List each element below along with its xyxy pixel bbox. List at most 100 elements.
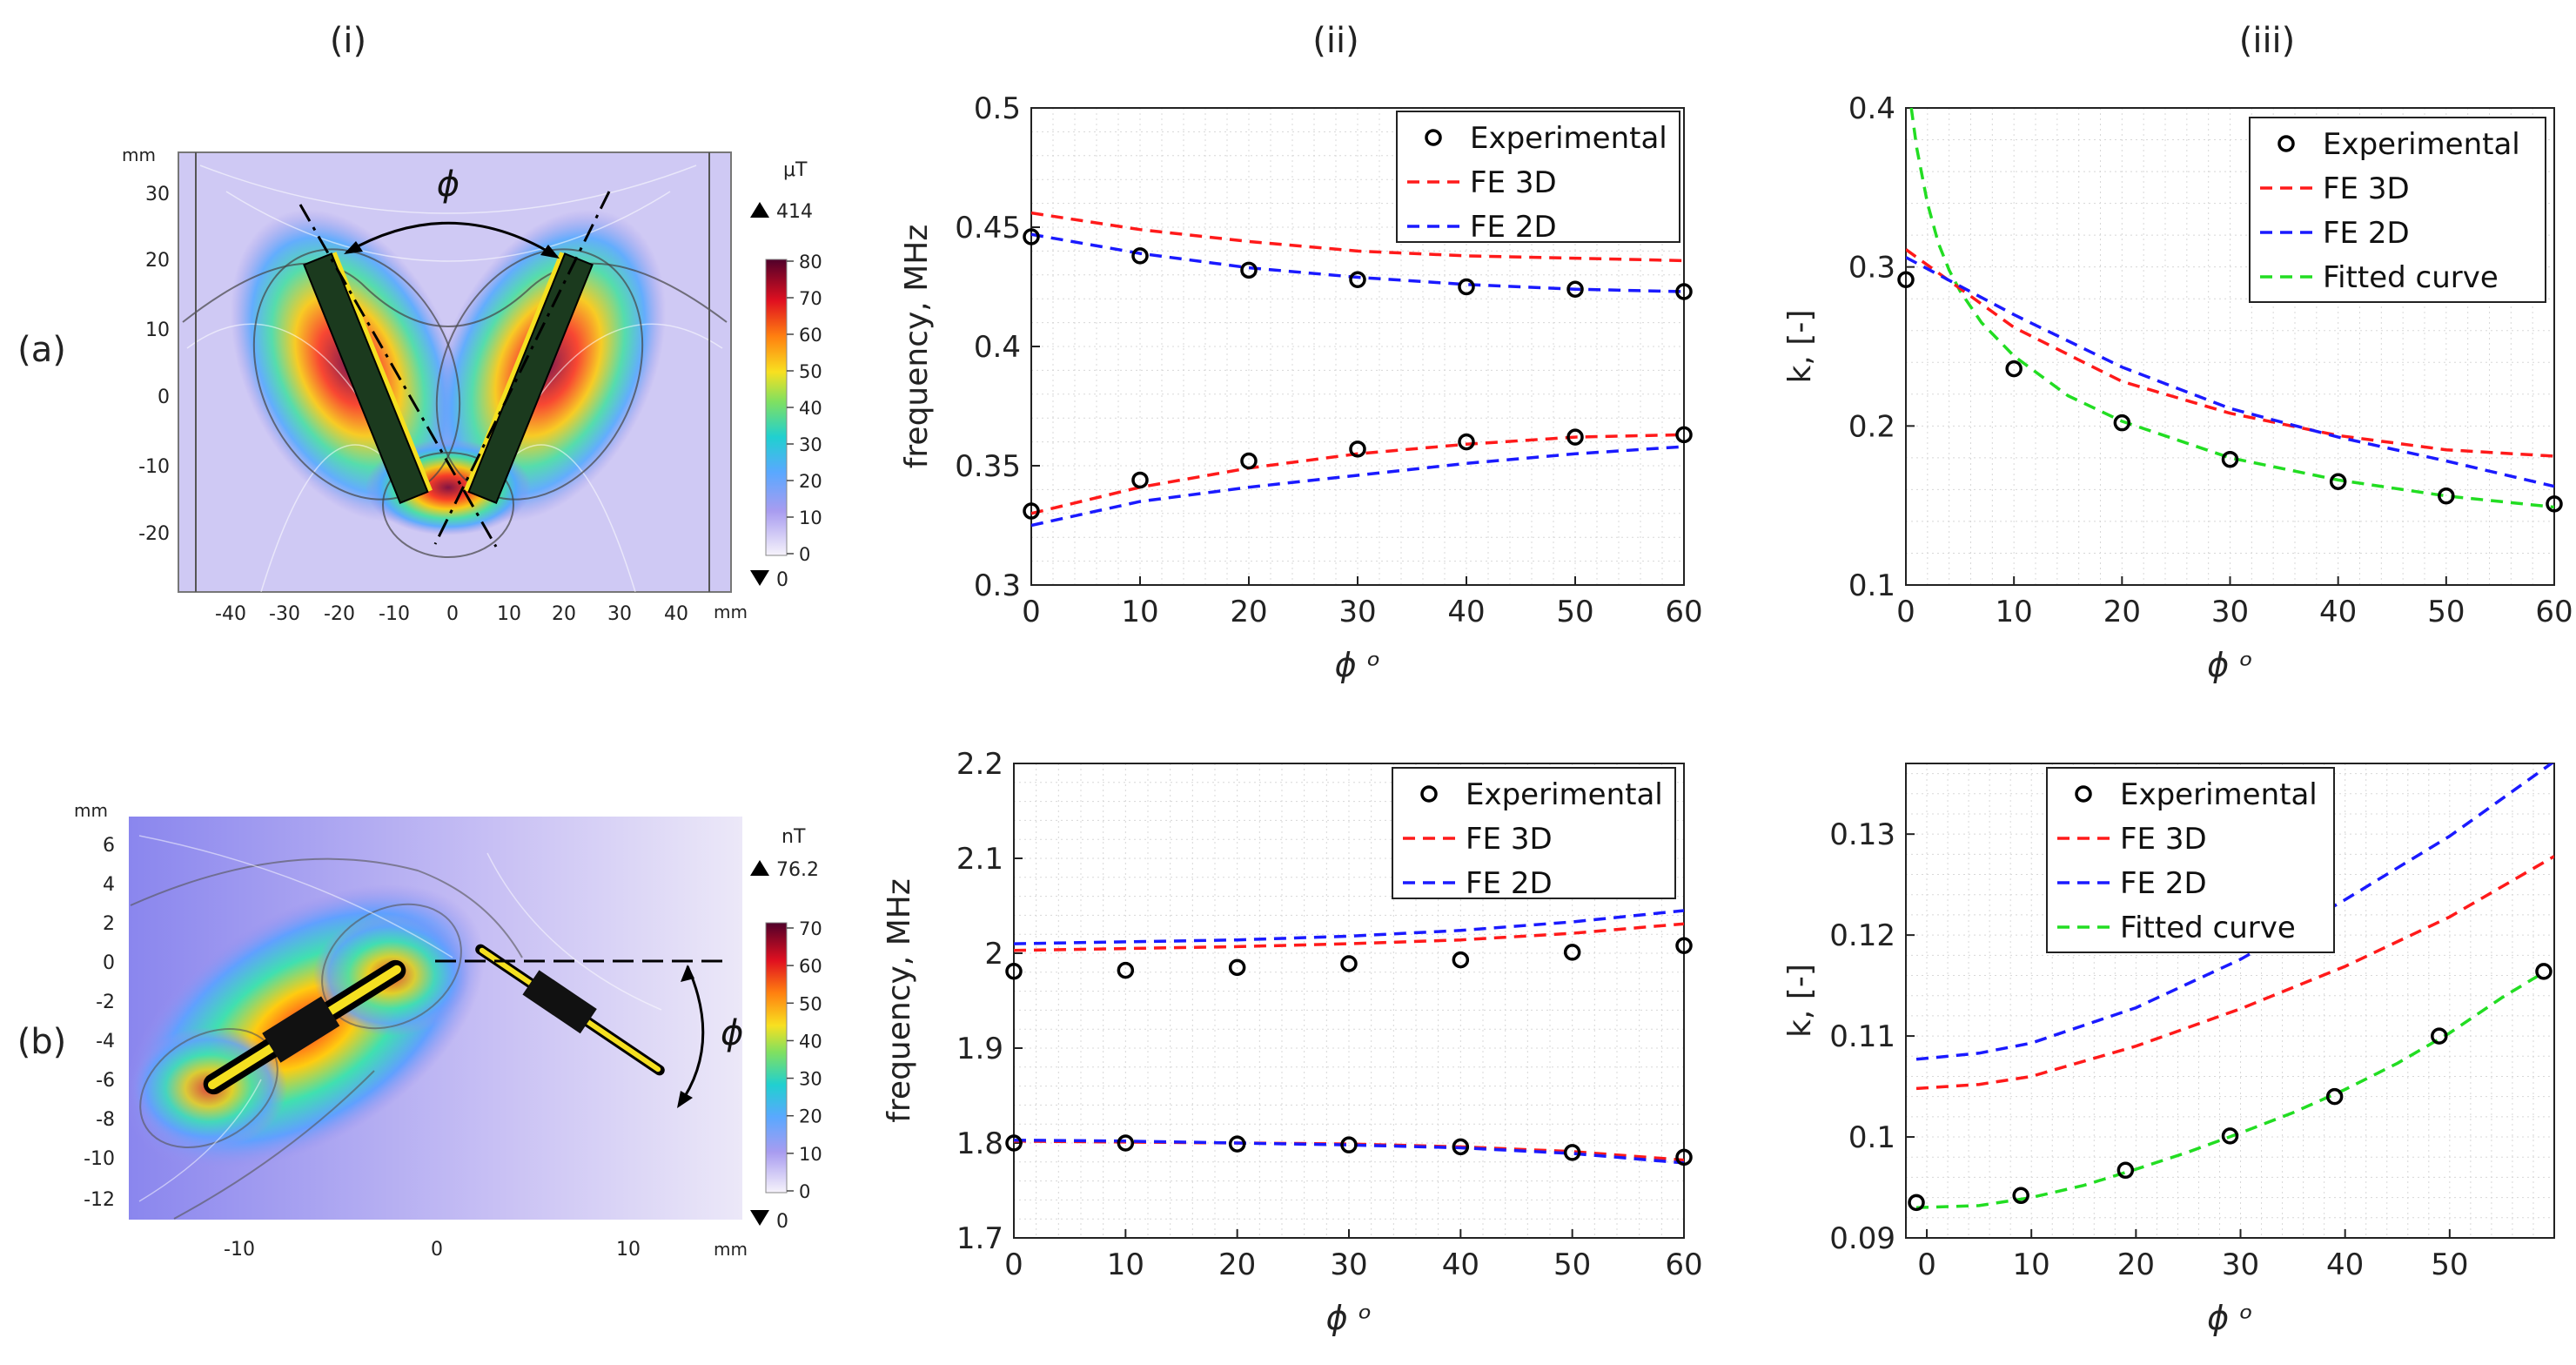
map-y-tick-label: -10 [84, 1148, 115, 1170]
map-y-tick-label: 10 [145, 319, 170, 341]
experimental-point [1349, 440, 1366, 458]
x-tick-label: 30 [2211, 595, 2249, 629]
map-y-tick-label: 6 [103, 835, 115, 857]
map-y-tick-label: 20 [145, 250, 170, 272]
map-x-tick-label: 20 [552, 603, 576, 625]
legend-marker-experimental [1425, 129, 1442, 146]
map-b-coil-1 [203, 959, 406, 1095]
map-y-tick-label: -6 [96, 1070, 115, 1092]
series-line-fe-3d [1014, 922, 1684, 952]
y-tick-label: 0.4 [1848, 91, 1895, 126]
experimental-point [2329, 473, 2347, 491]
colorbar-tick-label: 70 [799, 288, 822, 309]
experimental-point [1228, 1135, 1246, 1153]
legend: Experimental FE 3D FE 2D Fitted curve [2249, 117, 2546, 303]
legend-experimental: Experimental [2323, 127, 2520, 162]
colorbar-tick-label: 20 [799, 1106, 822, 1127]
x-axis-label: ϕ ᵒ [1326, 1299, 1372, 1337]
map-x-tick-label: -30 [269, 603, 300, 625]
series-line-fe-3d [1031, 211, 1684, 263]
y-tick-label: 0.5 [974, 91, 1021, 126]
x-tick-label: 10 [1996, 595, 2033, 629]
legend-experimental: Experimental [1466, 777, 1663, 812]
y-tick-label: 0.11 [1829, 1019, 1895, 1054]
series-line-fe-2d [1014, 909, 1684, 945]
colorbar-tick-label: 70 [799, 918, 822, 939]
colorbar-b-ticks: 70 60 50 40 30 20 10 0 [787, 918, 822, 1202]
legend-fitted-curve: Fitted curve [2120, 911, 2296, 945]
map-a-unit-x: mm [714, 602, 748, 622]
map-b-unit-x: mm [714, 1239, 748, 1260]
experimental-point [1566, 280, 1584, 298]
x-tick-label: 50 [2431, 1247, 2468, 1282]
colorbar-tick-label: 60 [799, 325, 822, 346]
legend-marker-experimental [2075, 785, 2092, 803]
map-b-x-ticks: -10 0 10 [224, 1239, 641, 1261]
legend: Experimental FE 3D FE 2D Fitted curve [2046, 767, 2335, 953]
x-tick-label: 20 [2103, 595, 2141, 629]
map-a-coil-right [464, 252, 594, 504]
experimental-point [1458, 433, 1475, 451]
colorbar-tick-label: 0 [799, 544, 810, 565]
map-x-tick-label: 10 [497, 603, 521, 625]
experimental-point [2221, 450, 2239, 468]
experimental-point [1675, 283, 1693, 300]
experimental-point [2113, 414, 2131, 432]
map-y-tick-label: 2 [103, 913, 115, 935]
experimental-point [1563, 944, 1581, 961]
colorbar-b-max-arrow [750, 860, 769, 876]
x-tick-label: 30 [1338, 595, 1376, 629]
map-y-tick-label: 0 [158, 387, 170, 408]
experimental-point [1005, 962, 1023, 980]
experimental-point [1897, 271, 1915, 289]
experimental-point [1340, 1136, 1358, 1153]
map-b-phi-label: ϕ [721, 1013, 743, 1053]
y-axis-label: frequency, MHz [882, 878, 917, 1122]
experimental-point [1240, 261, 1258, 279]
y-tick-label: 2 [984, 937, 1003, 972]
experimental-point [2005, 360, 2023, 378]
legend-fe-2d: FE 2D [1466, 866, 1553, 901]
x-tick-label: 0 [1004, 1247, 1023, 1282]
experimental-point [1458, 278, 1475, 296]
experimental-point [1566, 428, 1584, 446]
experimental-point [1117, 961, 1135, 979]
legend-marker-experimental [1420, 785, 1438, 803]
legend-fe-3d: FE 3D [1466, 822, 1553, 857]
chart-b-ii: 0 10 20 30 40 50 60 1.7 1.8 1.9 2 2.1 2.2 ϕ ᵒ frequenc… [882, 747, 1703, 1337]
map-x-tick-label: 40 [664, 603, 688, 625]
colorbar-tick-label: 20 [799, 471, 822, 492]
experimental-point [1908, 1194, 1925, 1212]
colorbar-a-min: 0 [776, 569, 788, 591]
colorbar-tick-label: 50 [799, 361, 822, 382]
legend-fe-2d: FE 2D [2323, 216, 2410, 251]
x-tick-label: 50 [1556, 595, 1593, 629]
series-line-fitted-curve [1915, 971, 2545, 1209]
colorbar-tick-label: 40 [799, 1031, 822, 1052]
experimental-point [1563, 1144, 1581, 1161]
colorbar-tick-label: 30 [799, 434, 822, 455]
map-y-tick-label: -4 [96, 1031, 115, 1052]
legend-box [1392, 767, 1676, 899]
legend-fe-3d: FE 3D [1470, 165, 1557, 200]
colorbar-a-min-arrow [750, 570, 769, 586]
x-axis-label: ϕ ᵒ [2207, 646, 2253, 684]
experimental-point [1675, 426, 1693, 444]
chart-b-iii: 0 10 20 30 40 50 0.09 0.1 0.11 0.12 0.13 ϕ ᵒ k, [-] E… [1782, 763, 2555, 1337]
map-y-tick-label: -20 [138, 523, 170, 545]
legend-marker-experimental [2277, 135, 2295, 152]
colorbar-a-unit: μT [783, 159, 808, 181]
map-x-tick-label: 0 [431, 1239, 443, 1261]
map-b-phi-arrow-top [681, 965, 694, 982]
map-y-tick-label: -2 [96, 992, 115, 1013]
colorbar-tick-label: 40 [799, 398, 822, 419]
series-group [1915, 763, 2554, 1209]
experimental-point [1005, 1134, 1023, 1152]
map-a-phi-arrow-left [344, 241, 363, 254]
axes-frame [1905, 763, 2555, 1239]
x-tick-label: 40 [2326, 1247, 2364, 1282]
colorbar-a-ticks: 80 70 60 50 40 30 20 10 0 [787, 252, 822, 565]
experimental-point [1240, 452, 1258, 470]
y-tick-label: 0.1 [1848, 1120, 1895, 1155]
experimental-point [2116, 1161, 2135, 1180]
